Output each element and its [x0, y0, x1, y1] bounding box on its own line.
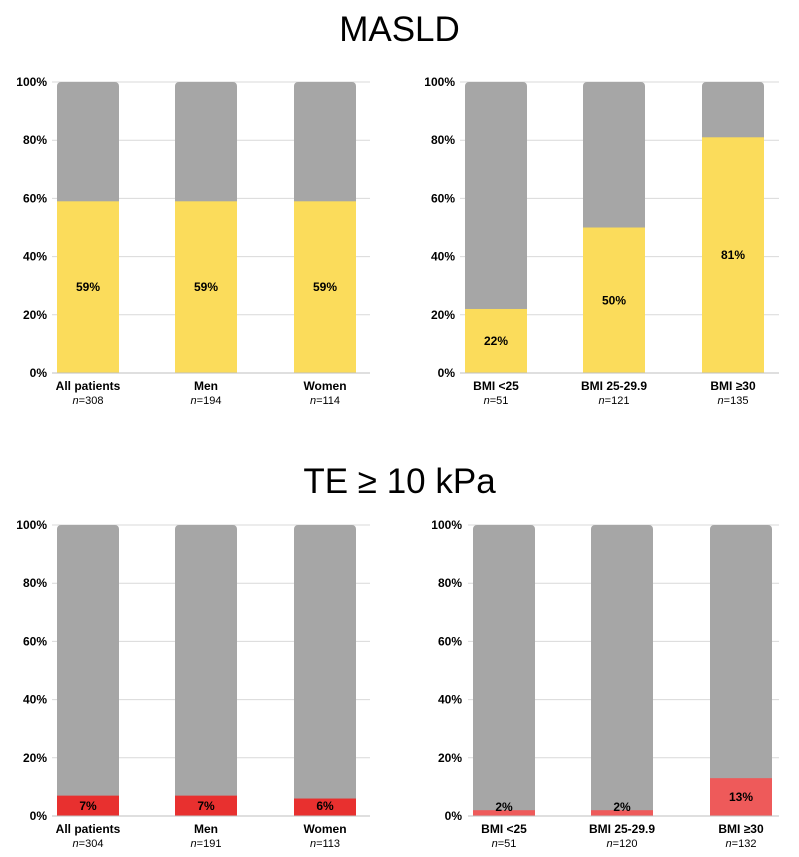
bar-value [57, 201, 119, 373]
bar-value [294, 201, 356, 373]
y-tick-label: 100% [16, 518, 47, 532]
data-label: 7% [79, 799, 97, 813]
n-label: n=135 [718, 395, 749, 407]
category-label: BMI <25 [481, 822, 527, 836]
y-tick-label: 0% [30, 366, 48, 380]
data-label: 59% [76, 280, 100, 294]
bar-value [465, 308, 527, 373]
y-tick-label: 100% [431, 518, 462, 532]
category-label: BMI 25-29.9 [589, 822, 655, 836]
n-label: n=191 [191, 838, 222, 850]
n-label: n=121 [599, 395, 630, 407]
n-label: n=113 [310, 838, 340, 850]
data-label: 7% [197, 799, 215, 813]
chart-panel-2: 0% 20% 40% 60% 80% 100% 22% BMI <25 n=51 50% BMI 2… [424, 75, 779, 407]
y-tick-label: 0% [438, 366, 456, 380]
category-label: All patients [56, 822, 121, 836]
data-label: 59% [194, 280, 218, 294]
n-label: n=51 [484, 395, 509, 407]
data-label: 50% [602, 293, 626, 307]
data-label: 2% [495, 800, 513, 814]
chart-panel-1: 0% 20% 40% 60% 80% 100% 59% All patients n=308 59… [16, 75, 370, 407]
n-label: n=120 [607, 838, 638, 850]
y-tick-label: 20% [23, 751, 47, 765]
n-label: n=132 [726, 838, 757, 850]
data-label: 81% [721, 248, 745, 262]
y-tick-label: 80% [23, 133, 47, 147]
y-tick-label: 100% [16, 75, 47, 89]
section-title-te: TE ≥ 10 kPa [303, 462, 496, 501]
section-title-masld: MASLD [339, 10, 460, 49]
y-tick-label: 40% [438, 693, 462, 707]
y-tick-label: 100% [424, 75, 455, 89]
y-tick-label: 60% [431, 191, 455, 205]
category-label: Men [194, 822, 218, 836]
y-tick-label: 60% [23, 191, 47, 205]
n-label: n=51 [492, 838, 517, 850]
bar-value [175, 795, 237, 816]
bar-value [175, 201, 237, 373]
bar-remainder-body [473, 531, 535, 816]
bar-remainder-body [57, 531, 119, 816]
data-label: 13% [729, 790, 753, 804]
y-tick-label: 40% [23, 693, 47, 707]
category-label: Women [303, 822, 346, 836]
y-tick-label: 0% [445, 809, 463, 823]
y-tick-label: 20% [431, 308, 455, 322]
n-label: n=308 [73, 395, 104, 407]
y-tick-label: 80% [431, 133, 455, 147]
category-label: BMI ≥30 [718, 822, 764, 836]
data-label: 2% [613, 800, 631, 814]
bar-value [473, 810, 535, 816]
bar-remainder-body [175, 531, 237, 816]
y-tick-label: 60% [438, 634, 462, 648]
data-label: 59% [313, 280, 337, 294]
n-label: n=194 [191, 395, 222, 407]
bar-remainder-body [710, 531, 772, 816]
y-tick-label: 20% [23, 308, 47, 322]
category-label: BMI ≥30 [710, 379, 756, 393]
chart-panel-3: 0% 20% 40% 60% 80% 100% 7% All patients n=304 7% M… [16, 518, 370, 850]
bar-value [583, 227, 645, 373]
category-label: Women [303, 379, 346, 393]
y-tick-label: 40% [431, 250, 455, 264]
data-label: 22% [484, 334, 508, 348]
category-label: BMI 25-29.9 [581, 379, 647, 393]
bar-value [294, 798, 356, 816]
bar-remainder-body [591, 531, 653, 816]
bar-value [57, 795, 119, 816]
bar-remainder-body [294, 531, 356, 816]
chart-panel-4: 0% 20% 40% 60% 80% 100% 2% BMI <25 n=51 2% BMI 25-… [431, 518, 779, 850]
n-label: n=304 [73, 838, 104, 850]
y-tick-label: 80% [438, 576, 462, 590]
category-label: BMI <25 [473, 379, 519, 393]
n-label: n=114 [310, 395, 340, 407]
bar-value [702, 137, 764, 373]
category-label: Men [194, 379, 218, 393]
y-tick-label: 20% [438, 751, 462, 765]
y-tick-label: 60% [23, 634, 47, 648]
category-label: All patients [56, 379, 121, 393]
y-tick-label: 80% [23, 576, 47, 590]
y-tick-label: 40% [23, 250, 47, 264]
bar-value [710, 778, 772, 816]
bar-value [591, 810, 653, 816]
data-label: 6% [316, 799, 334, 813]
y-tick-label: 0% [30, 809, 48, 823]
